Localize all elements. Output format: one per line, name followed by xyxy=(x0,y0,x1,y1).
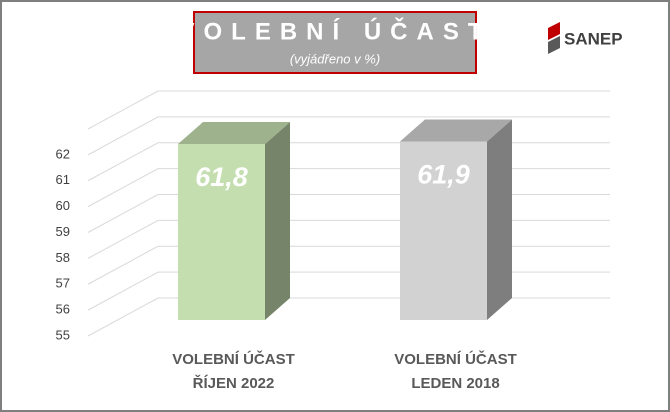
y-tick-label: 62 xyxy=(56,146,70,161)
logo-text: SANEP xyxy=(564,29,623,48)
x-tick-label: LEDEN 2018 xyxy=(411,375,499,392)
bar xyxy=(400,119,512,321)
logo: SANEP xyxy=(548,22,623,54)
bar-face xyxy=(178,122,290,145)
bar-face xyxy=(400,141,487,320)
bar xyxy=(178,122,290,320)
value-label: 61,9 xyxy=(417,160,470,190)
title-box xyxy=(193,11,477,74)
x-tick-label: ŘÍJEN 2022 xyxy=(193,374,275,392)
y-tick-label: 55 xyxy=(56,327,70,342)
y-tick-label: 57 xyxy=(56,276,70,291)
grid-line xyxy=(87,116,610,156)
logo-icon xyxy=(548,22,560,40)
y-tick-label: 60 xyxy=(56,198,70,213)
bar-face xyxy=(265,122,290,320)
x-tick-label: VOLEBNÍ ÚČAST xyxy=(172,350,295,368)
y-tick-label: 58 xyxy=(56,250,70,265)
bar-face xyxy=(178,144,265,320)
bar-face xyxy=(400,119,512,142)
value-label: 61,8 xyxy=(195,162,248,192)
bar-face xyxy=(487,119,512,321)
grid-line xyxy=(87,90,610,130)
x-tick-label: VOLEBNÍ ÚČAST xyxy=(394,350,517,368)
logo-icon xyxy=(548,36,560,54)
chart-subtitle: (vyjádřeno v %) xyxy=(290,51,380,66)
chart-title: VOLEBNÍ ÚČAST xyxy=(178,17,491,45)
y-tick-label: 61 xyxy=(56,172,70,187)
y-tick-label: 59 xyxy=(56,224,70,239)
y-tick-label: 56 xyxy=(56,302,70,317)
